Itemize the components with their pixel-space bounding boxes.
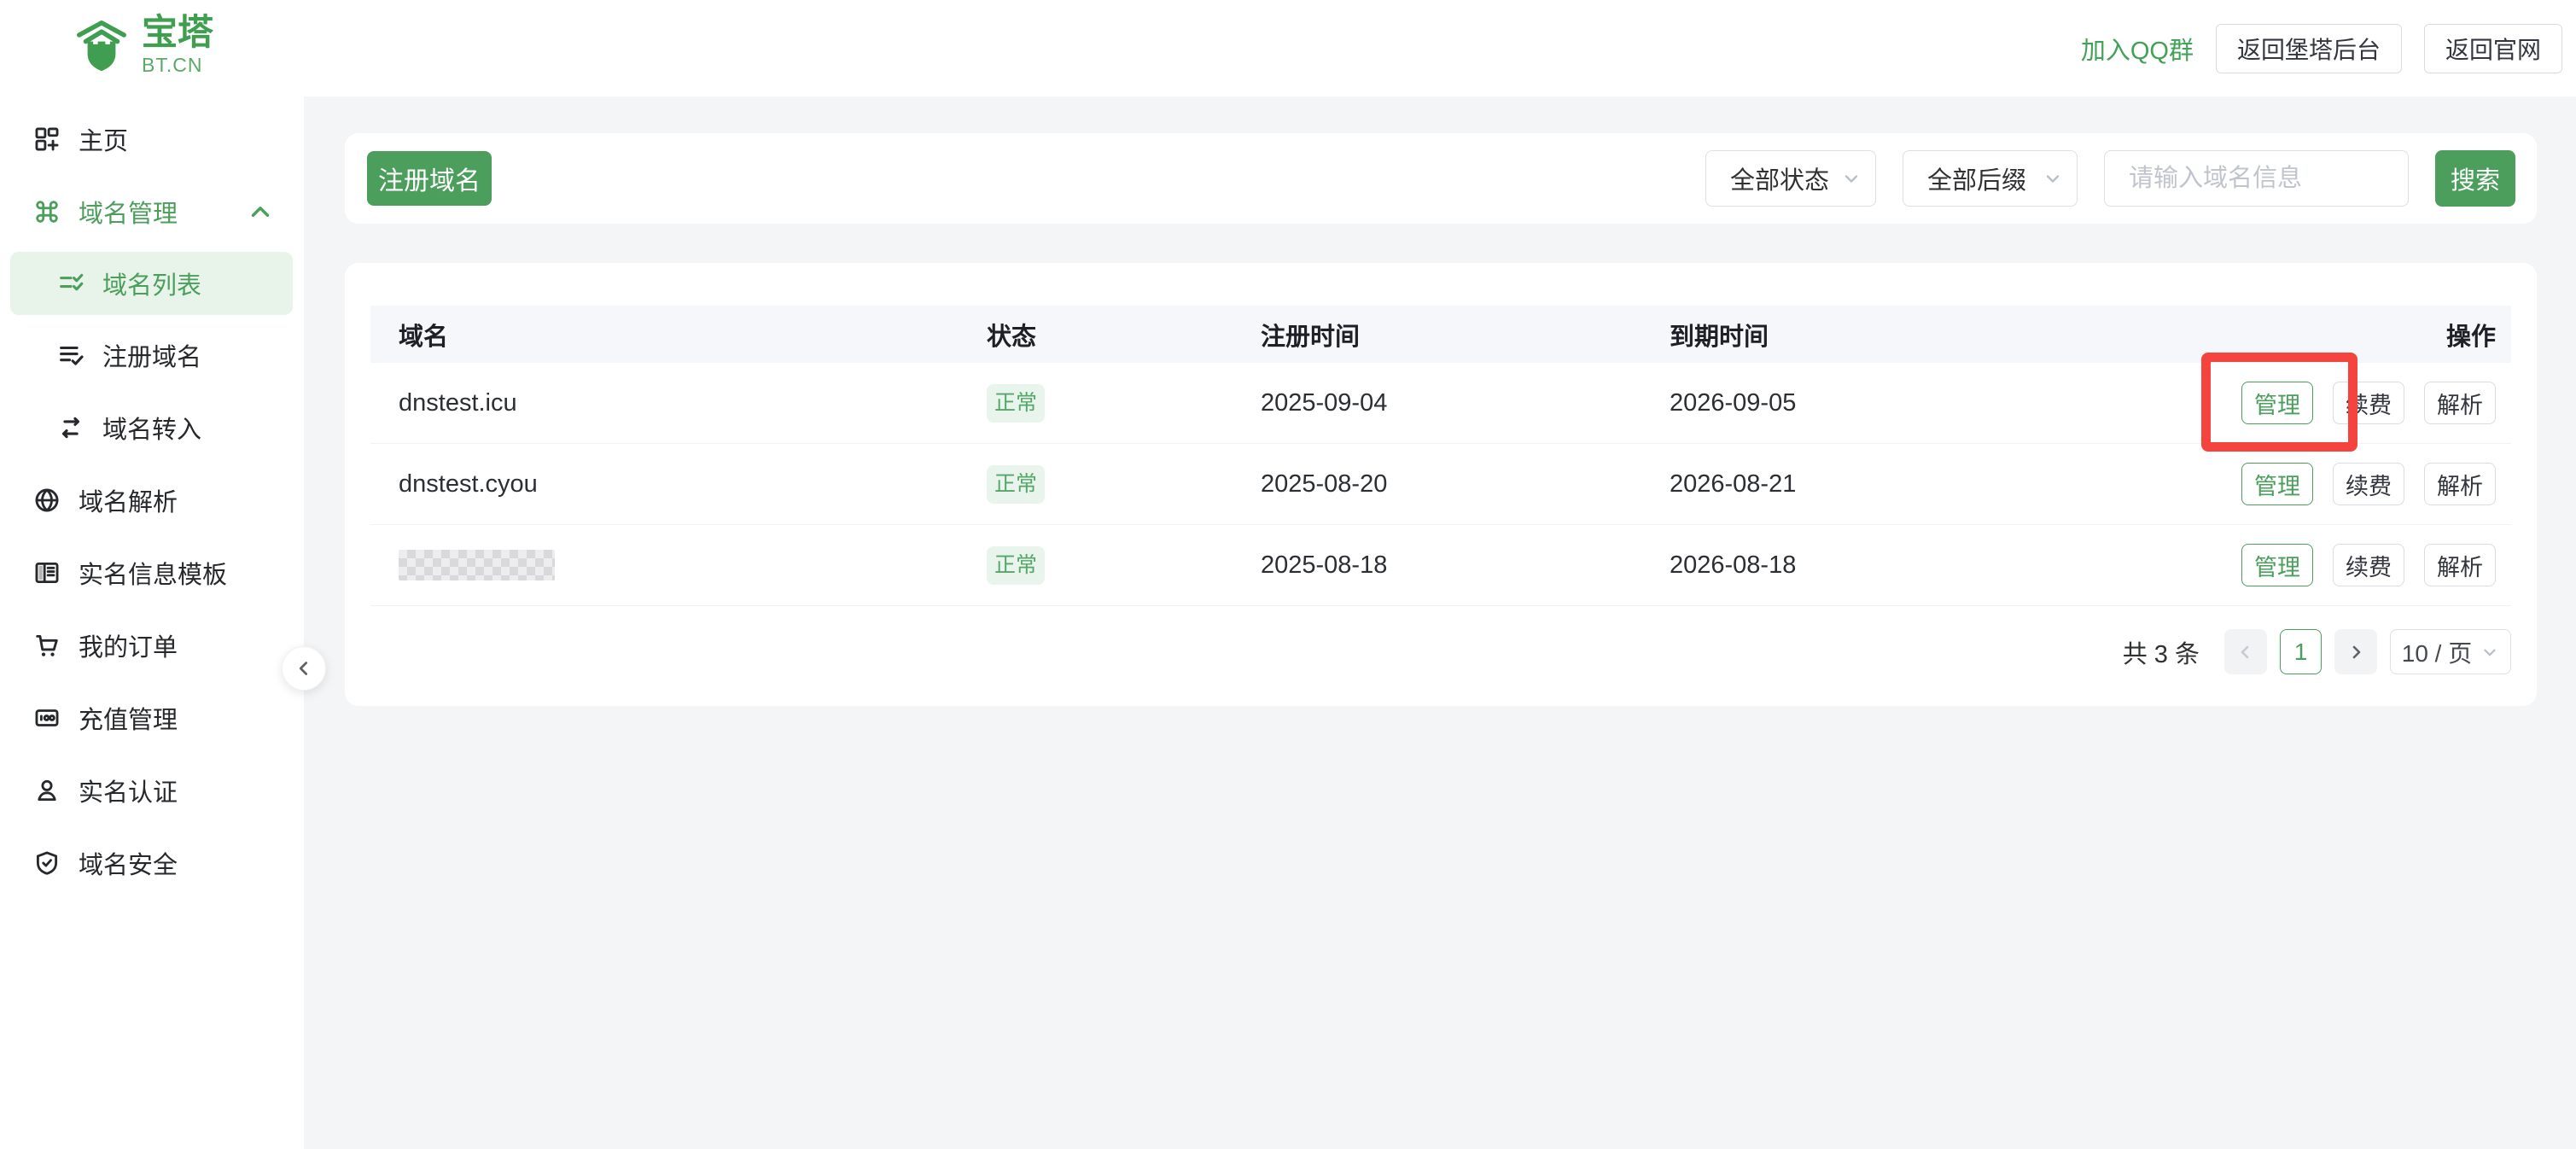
domain-cell: dnstest.cyou: [399, 470, 538, 498]
page-size-value: 10 / 页: [2401, 639, 2473, 667]
registered-date: 2025-08-18: [1261, 551, 1388, 579]
sidebar-item-domain-resolution[interactable]: 域名解析: [0, 468, 304, 533]
sidebar-item-label: 域名解析: [79, 489, 178, 516]
renew-button[interactable]: 续费: [2333, 463, 2404, 505]
cart-icon: [36, 634, 58, 656]
shield-check-icon: [36, 851, 58, 875]
grid-icon: [35, 127, 59, 151]
column-header-expires: 到期时间: [1670, 323, 1769, 351]
expire-date: 2026-08-18: [1670, 551, 1797, 579]
manage-button[interactable]: 管理: [2241, 382, 2313, 424]
masked-domain: [399, 550, 555, 580]
toolbar-card: 注册域名 全部状态 全部后缀 搜索: [345, 133, 2537, 224]
list-check-icon: [60, 273, 84, 291]
sidebar-item-register-domain[interactable]: 注册域名: [0, 323, 304, 388]
sidebar-item-label: 主页: [79, 128, 129, 155]
sidebar-item-label: 注册域名: [102, 344, 202, 371]
renew-button[interactable]: 续费: [2333, 544, 2404, 586]
status-filter-select[interactable]: 全部状态: [1705, 150, 1876, 207]
table-row: dnstest.icu 正常 2025-09-04 2026-09-05 管理 …: [370, 363, 2511, 444]
baota-shield-icon: [72, 10, 131, 80]
manage-button[interactable]: 管理: [2241, 463, 2313, 505]
person-icon: [38, 779, 56, 802]
table-row: dnstest.cyou 正常 2025-08-20 2026-08-21 管理…: [370, 444, 2511, 525]
join-qq-group-link[interactable]: 加入QQ群: [2080, 37, 2194, 65]
sidebar-item-domain-list[interactable]: 域名列表: [10, 252, 293, 315]
suffix-filter-select[interactable]: 全部后缀: [1903, 150, 2078, 207]
register-domain-button[interactable]: 注册域名: [367, 151, 492, 206]
current-page-button[interactable]: 1: [2280, 629, 2322, 674]
column-header-registered: 注册时间: [1261, 323, 1361, 351]
command-icon: [36, 201, 58, 223]
top-bar: 宝塔 BT.CN 加入QQ群 返回堡塔后台 返回官网: [0, 0, 2576, 96]
domain-search-input[interactable]: [2104, 150, 2409, 207]
prev-page-button[interactable]: [2224, 629, 2267, 674]
column-header-actions: 操作: [2445, 323, 2496, 351]
table-row: 正常 2025-08-18 2026-08-18 管理 续费 解析: [370, 525, 2511, 606]
sidebar-item-label: 实名认证: [79, 779, 178, 807]
chevron-right-icon: [2352, 645, 2361, 658]
registered-date: 2025-08-20: [1261, 470, 1388, 498]
brand-domain: BT.CN: [142, 53, 203, 76]
chevron-down-icon: [2046, 175, 2060, 183]
template-icon: [35, 562, 59, 584]
brand-name: 宝塔: [142, 12, 214, 53]
sidebar-item-domain-transfer[interactable]: 域名转入: [0, 395, 304, 460]
chevron-down-icon: [2484, 649, 2496, 656]
sidebar-item-domain-security[interactable]: 域名安全: [0, 831, 304, 895]
domain-table-card: 域名 状态 注册时间 到期时间 操作 dnstest.icu 正常 2025-0…: [345, 263, 2537, 706]
resolve-button[interactable]: 解析: [2424, 382, 2496, 424]
search-button[interactable]: 搜索: [2435, 150, 2515, 207]
back-to-site-button[interactable]: 返回官网: [2423, 23, 2562, 73]
sidebar: 主页 域名管理 域名列表 注册域名 域名转入 域名解析: [0, 96, 304, 1149]
suffix-filter-value: 全部后缀: [1927, 167, 2027, 195]
sidebar-item-label: 域名安全: [79, 852, 178, 879]
manage-button[interactable]: 管理: [2241, 544, 2313, 586]
pagination: 共 3 条 1 10 / 页: [370, 629, 2511, 674]
sidebar-item-my-orders[interactable]: 我的订单: [0, 613, 304, 678]
table-header-row: 域名 状态 注册时间 到期时间 操作: [370, 306, 2511, 363]
chevron-left-icon: [2241, 645, 2249, 658]
domain-cell: dnstest.icu: [399, 388, 517, 417]
main-content: 注册域名 全部状态 全部后缀 搜索 域名 状态 注册时间 到期时间 操作 dns…: [304, 96, 2576, 1149]
sidebar-item-recharge-management[interactable]: 充值管理: [0, 685, 304, 750]
total-count: 共 3 条: [2122, 640, 2200, 668]
sidebar-item-label: 域名列表: [102, 272, 202, 300]
sidebar-item-label: 充值管理: [79, 707, 178, 734]
resolve-button[interactable]: 解析: [2424, 463, 2496, 505]
brand-logo: 宝塔 BT.CN: [72, 10, 213, 80]
sidebar-item-label: 域名管理: [79, 201, 178, 228]
expire-date: 2026-09-05: [1670, 388, 1797, 417]
column-header-status: 状态: [987, 323, 1037, 351]
sidebar-item-label: 实名信息模板: [79, 562, 228, 589]
chevron-down-icon: [1845, 175, 1858, 183]
sidebar-item-label: 我的订单: [79, 634, 178, 662]
sidebar-item-label: 域名转入: [102, 417, 202, 444]
list-plus-icon: [60, 346, 84, 365]
banknote-icon: [35, 709, 59, 726]
transfer-icon: [61, 417, 80, 439]
sidebar-item-domain-management[interactable]: 域名管理: [0, 179, 304, 244]
renew-button[interactable]: 续费: [2333, 382, 2404, 424]
sidebar-collapse-button[interactable]: [282, 646, 326, 691]
status-filter-value: 全部状态: [1730, 167, 1830, 195]
chevron-left-icon: [299, 662, 308, 675]
expire-date: 2026-08-21: [1670, 470, 1797, 498]
column-header-domain: 域名: [399, 323, 449, 351]
resolve-button[interactable]: 解析: [2424, 544, 2496, 586]
status-badge: 正常: [987, 383, 1046, 423]
sidebar-item-realname-template[interactable]: 实名信息模板: [0, 540, 304, 605]
back-to-panel-button[interactable]: 返回堡塔后台: [2215, 23, 2402, 73]
sidebar-item-realname-auth[interactable]: 实名认证: [0, 758, 304, 823]
status-badge: 正常: [987, 545, 1046, 585]
page-size-select[interactable]: 10 / 页: [2390, 629, 2511, 674]
registered-date: 2025-09-04: [1261, 388, 1388, 417]
status-badge: 正常: [987, 464, 1046, 504]
chevron-up-icon: [251, 207, 270, 217]
next-page-button[interactable]: [2334, 629, 2377, 674]
sidebar-item-home[interactable]: 主页: [0, 107, 304, 172]
globe-icon: [35, 488, 59, 512]
